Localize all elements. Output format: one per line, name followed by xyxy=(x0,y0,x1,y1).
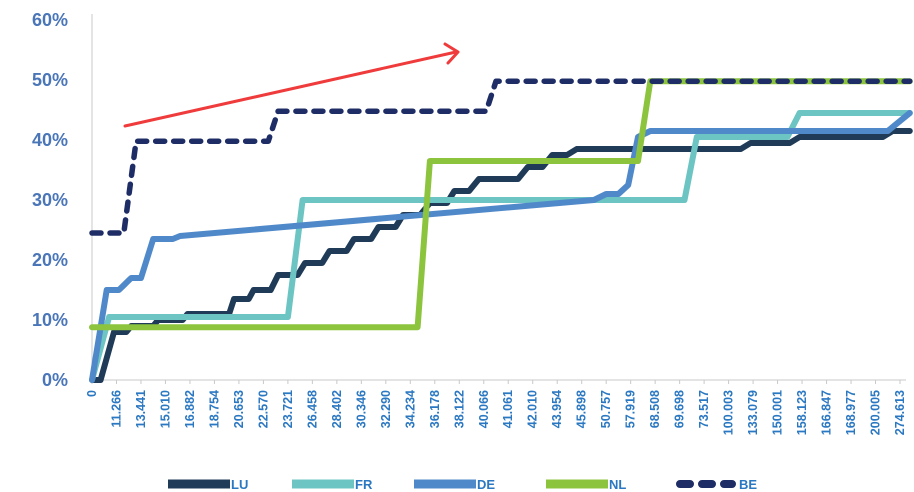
x-tick-label: 50.757 xyxy=(599,390,613,428)
trend-arrow-shaft xyxy=(123,50,458,128)
y-tick-labels: 0% 10% 20% 30% 40% 50% 60% xyxy=(32,10,68,390)
trend-arrow-head xyxy=(443,42,460,65)
x-tick-label: 20.653 xyxy=(232,390,246,428)
x-tick-label: 30.346 xyxy=(354,390,368,428)
x-tick-label: 68.508 xyxy=(648,390,662,428)
series-line-nl xyxy=(89,78,913,331)
y-tick-label: 50% xyxy=(32,70,68,90)
legend-label-lu: LU xyxy=(231,477,248,492)
series-lines xyxy=(89,78,913,383)
x-tick-label: 274.613 xyxy=(893,390,907,435)
x-tick-label: 73.517 xyxy=(697,390,711,428)
x-tick-label: 57.919 xyxy=(624,390,638,428)
x-tick-label: 15.010 xyxy=(158,390,172,428)
y-tick-label: 40% xyxy=(32,130,68,150)
x-tick-label: 100.003 xyxy=(722,390,736,435)
y-tick-label: 10% xyxy=(32,310,68,330)
x-tick-label: 43.954 xyxy=(550,390,564,428)
legend-label-de: DE xyxy=(477,477,495,492)
trend-annotation xyxy=(123,42,460,128)
series-line-fr xyxy=(89,110,913,383)
y-tick-label: 0% xyxy=(42,370,68,390)
series-line-de xyxy=(89,110,913,383)
x-tick-labels: 0 11.266 13.441 15.010 16.882 18.754 20.653 22.… xyxy=(85,380,907,435)
y-tick-label: 60% xyxy=(32,10,68,30)
x-tick-label: 34.234 xyxy=(403,390,417,428)
x-tick-label: 28.402 xyxy=(330,390,344,428)
x-tick-label: 133.079 xyxy=(746,390,760,435)
x-tick-label: 13.441 xyxy=(134,390,148,428)
legend-label-fr: FR xyxy=(355,477,373,492)
y-tick-label: 20% xyxy=(32,250,68,270)
x-tick-label: 11.266 xyxy=(109,390,123,428)
x-tick-label: 168.977 xyxy=(844,390,858,435)
legend-label-nl: NL xyxy=(609,477,626,492)
x-tick-label: 40.066 xyxy=(477,390,491,428)
x-tick-label: 26.458 xyxy=(305,390,319,428)
legend: LU FR DE NL BE xyxy=(168,477,757,492)
series-line-be xyxy=(89,78,913,236)
x-tick-label: 158.123 xyxy=(795,390,809,435)
x-tick-label: 38.122 xyxy=(452,390,466,428)
axes xyxy=(91,14,906,381)
x-tick-label: 18.754 xyxy=(207,390,221,428)
x-tick-label: 150.001 xyxy=(771,390,785,435)
series-line-lu xyxy=(89,128,913,383)
x-tick-label: 42.010 xyxy=(526,390,540,428)
x-tick-label: 45.898 xyxy=(575,390,589,428)
x-tick-label: 69.698 xyxy=(673,390,687,428)
x-tick-label: 0 xyxy=(85,390,99,397)
x-tick-label: 200.005 xyxy=(869,390,883,435)
x-tick-label: 22.570 xyxy=(256,390,270,428)
x-tick-label: 41.061 xyxy=(501,390,515,428)
x-tick-label: 23.721 xyxy=(281,390,295,428)
legend-label-be: BE xyxy=(739,477,757,492)
y-tick-label: 30% xyxy=(32,190,68,210)
x-tick-label: 32.290 xyxy=(379,390,393,428)
x-tick-label: 16.882 xyxy=(183,390,197,428)
x-tick-label: 166.847 xyxy=(820,390,834,435)
x-tick-label: 36.178 xyxy=(428,390,442,428)
